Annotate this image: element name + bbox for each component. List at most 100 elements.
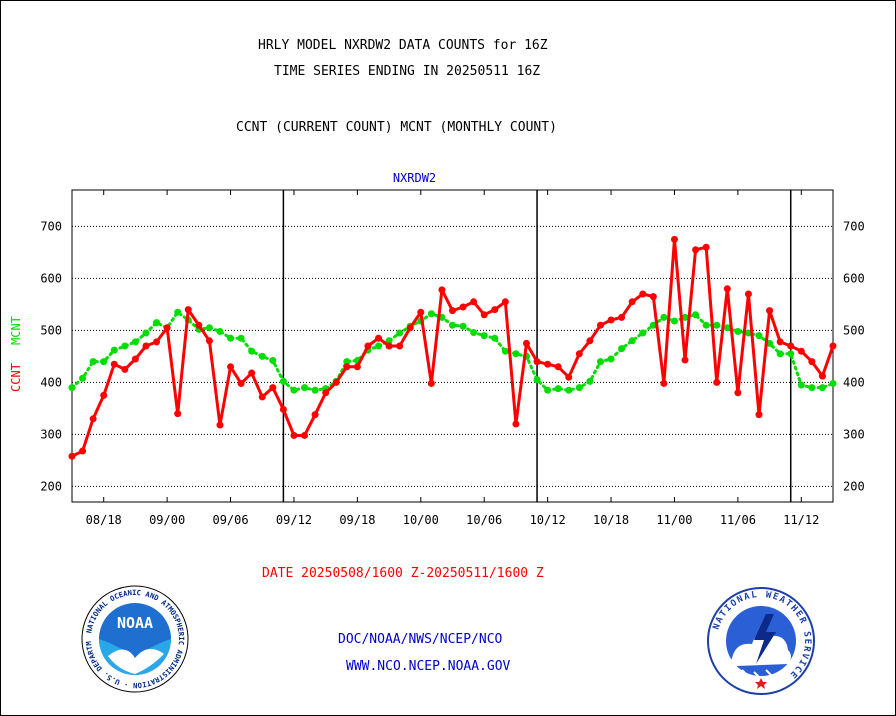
point-ccnt [713, 378, 721, 386]
y-tick-label-left: 700 [40, 219, 62, 233]
x-tick-label: 10/06 [466, 513, 502, 527]
point-mcnt [142, 329, 150, 337]
point-mcnt [734, 327, 742, 335]
point-mcnt [100, 358, 108, 366]
point-ccnt [491, 306, 499, 314]
point-ccnt [290, 431, 298, 439]
point-ccnt [649, 293, 657, 301]
label-layer: 200 200 300 300 400 400 500 500 600 600 700 700 08/1… [9, 171, 865, 527]
point-ccnt [427, 379, 435, 387]
point-mcnt [470, 328, 478, 336]
point-ccnt [734, 389, 742, 397]
point-ccnt [332, 378, 340, 386]
point-mcnt [385, 337, 393, 345]
point-mcnt [343, 358, 351, 366]
point-ccnt [110, 360, 118, 368]
point-mcnt [269, 357, 277, 365]
point-ccnt [607, 316, 615, 324]
point-ccnt [227, 363, 235, 371]
point-mcnt [628, 337, 636, 345]
point-mcnt [660, 313, 668, 321]
point-ccnt [744, 290, 752, 298]
axes-layer [71, 189, 834, 503]
point-ccnt [565, 373, 573, 381]
point-ccnt [406, 324, 414, 332]
point-ccnt [681, 356, 689, 364]
point-mcnt [808, 384, 816, 392]
point-mcnt [449, 321, 456, 329]
point-ccnt [575, 350, 583, 358]
point-ccnt [818, 372, 826, 380]
point-mcnt [565, 386, 573, 394]
x-tick-label: 09/18 [339, 513, 375, 527]
x-tick-label: 10/18 [593, 513, 629, 527]
point-ccnt [544, 360, 552, 368]
x-tick-label: 10/00 [403, 513, 439, 527]
point-mcnt [79, 374, 87, 382]
point-ccnt [269, 384, 277, 392]
point-mcnt [205, 324, 213, 332]
x-tick-label: 09/06 [212, 513, 248, 527]
point-mcnt [174, 308, 182, 316]
point-ccnt [459, 303, 467, 311]
point-mcnt [692, 311, 700, 319]
point-mcnt [396, 329, 404, 337]
point-ccnt [829, 342, 837, 350]
point-ccnt [195, 321, 203, 329]
point-ccnt [79, 447, 87, 455]
point-ccnt [639, 290, 647, 298]
x-tick-label: 10/12 [530, 513, 566, 527]
point-ccnt [279, 405, 287, 413]
point-ccnt [301, 431, 309, 439]
y-tick-label-right: 200 [843, 479, 865, 493]
point-ccnt [248, 369, 256, 377]
point-mcnt [501, 347, 509, 355]
website-link[interactable]: WWW.NCO.NCEP.NOAA.GOV [346, 659, 511, 674]
point-ccnt [702, 243, 710, 251]
point-ccnt [353, 363, 361, 371]
point-mcnt [670, 317, 678, 325]
point-mcnt [89, 358, 97, 366]
x-tick-label: 09/00 [149, 513, 185, 527]
point-mcnt [110, 346, 118, 354]
y-tick-label-right: 300 [843, 427, 865, 441]
point-mcnt [131, 338, 139, 346]
point-mcnt [755, 332, 763, 340]
point-ccnt [131, 355, 139, 363]
point-mcnt [607, 355, 615, 363]
point-mcnt [744, 329, 752, 337]
point-mcnt [681, 313, 689, 321]
point-ccnt [776, 338, 784, 346]
point-mcnt [459, 322, 467, 330]
point-ccnt [449, 307, 456, 315]
point-mcnt [586, 377, 594, 385]
point-mcnt [68, 384, 76, 392]
point-ccnt [522, 339, 530, 347]
x-tick-label: 08/18 [86, 513, 122, 527]
point-ccnt [184, 306, 192, 314]
point-ccnt [596, 321, 604, 329]
grid-layer [72, 190, 833, 502]
point-ccnt [533, 358, 541, 366]
point-ccnt [692, 246, 700, 254]
point-mcnt [491, 334, 499, 342]
point-ccnt [142, 342, 150, 350]
y-tick-label-left: 200 [40, 479, 62, 493]
point-ccnt [417, 308, 425, 316]
point-ccnt [554, 363, 562, 371]
point-ccnt [438, 286, 446, 294]
point-mcnt [153, 319, 161, 327]
point-ccnt [628, 298, 636, 306]
point-ccnt [68, 452, 76, 460]
point-mcnt [248, 347, 256, 355]
point-mcnt [723, 324, 731, 332]
point-mcnt [639, 329, 647, 337]
y-tick-label-right: 600 [843, 271, 865, 285]
point-ccnt [766, 307, 774, 315]
ylabel-mcnt: MCNT [9, 316, 23, 345]
point-ccnt [311, 411, 319, 419]
org-label: DOC/NOAA/NWS/NCEP/NCO [338, 632, 503, 647]
point-mcnt [787, 350, 795, 358]
noaa-logo: NATIONAL OCEANIC AND ATMOSPHERIC ADMINIS… [80, 584, 189, 693]
x-tick-label: 11/06 [720, 513, 756, 527]
